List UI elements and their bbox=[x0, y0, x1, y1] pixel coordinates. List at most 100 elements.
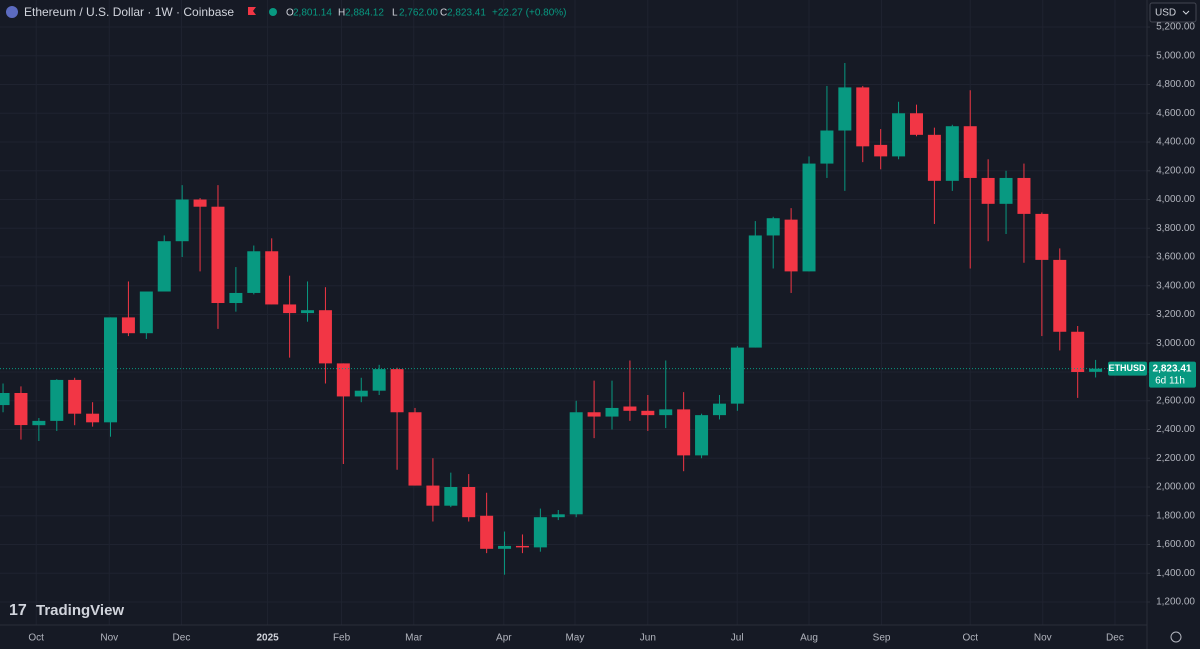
y-tick-label: 4,200.00 bbox=[1156, 165, 1195, 176]
candle-body bbox=[390, 369, 404, 413]
x-tick-label: Aug bbox=[800, 633, 818, 644]
candle-body bbox=[0, 392, 10, 406]
y-tick-label: 4,000.00 bbox=[1156, 194, 1195, 205]
candle-body bbox=[318, 310, 332, 364]
candle-body bbox=[533, 517, 547, 548]
ohlc-legend: O 2,801.14 H 2,884.12 L 2,762.00 C 2,823.41 bbox=[286, 8, 486, 19]
candle-body bbox=[748, 235, 762, 348]
candle-body bbox=[1017, 177, 1031, 214]
y-tick-label: 4,800.00 bbox=[1156, 79, 1195, 90]
ohlc-value: 2,823.41 bbox=[447, 8, 486, 19]
y-tick-label: 4,600.00 bbox=[1156, 108, 1195, 119]
candle-body bbox=[981, 177, 995, 204]
symbol-tag-label: ETHUSD bbox=[1108, 363, 1146, 373]
y-tick-label: 2,600.00 bbox=[1156, 395, 1195, 406]
candle-body bbox=[623, 406, 637, 411]
y-tick-label: 3,800.00 bbox=[1156, 223, 1195, 234]
candle-body bbox=[50, 379, 64, 421]
candle-body bbox=[336, 363, 350, 397]
candle-body bbox=[283, 304, 297, 314]
candle-body bbox=[677, 409, 691, 456]
candle-body bbox=[86, 413, 100, 423]
price-tag-label: 2,823.41 bbox=[1153, 363, 1192, 374]
candle-body bbox=[498, 545, 512, 549]
candle-body bbox=[121, 317, 135, 334]
x-tick-label: Sep bbox=[873, 633, 891, 644]
x-tick-label: Jun bbox=[640, 633, 656, 644]
candle-body bbox=[426, 485, 440, 506]
x-tick-label: Dec bbox=[1106, 633, 1124, 644]
candle-body bbox=[909, 113, 923, 135]
x-tick-label: Dec bbox=[173, 633, 191, 644]
candle-body bbox=[892, 113, 906, 157]
ohlc-key: O bbox=[286, 8, 294, 19]
candle-body bbox=[68, 379, 82, 414]
price-tag bbox=[1149, 361, 1196, 388]
y-tick-label: 1,600.00 bbox=[1156, 539, 1195, 550]
y-tick-label: 2,000.00 bbox=[1156, 482, 1195, 493]
candle-body bbox=[14, 392, 28, 426]
x-tick-label: Mar bbox=[405, 633, 423, 644]
candle-body bbox=[265, 251, 279, 305]
candle-body bbox=[480, 515, 494, 549]
countdown: 6d 11h bbox=[1155, 375, 1185, 386]
symbol-title: Ethereum / U.S. Dollar · 1W · Coinbase bbox=[24, 5, 234, 19]
brand: TradingView bbox=[36, 602, 124, 619]
market-status bbox=[269, 8, 277, 16]
candle-body bbox=[874, 144, 888, 157]
candle-body bbox=[945, 126, 959, 181]
y-tick-label: 1,400.00 bbox=[1156, 568, 1195, 579]
x-tick-label: Feb bbox=[333, 633, 351, 644]
candle-body bbox=[569, 412, 583, 515]
change: +22.27 (+0.80%) bbox=[492, 8, 567, 19]
ohlc-value: 2,762.00 bbox=[399, 8, 438, 19]
candle-body bbox=[1071, 331, 1085, 373]
candle-body bbox=[587, 412, 601, 417]
currency-button[interactable] bbox=[1149, 2, 1197, 23]
y-tick-label: 3,400.00 bbox=[1156, 280, 1195, 291]
candle-body bbox=[712, 403, 726, 416]
candle-body bbox=[139, 291, 153, 334]
symbol-icon bbox=[6, 6, 18, 18]
x-tick-label: Oct bbox=[28, 633, 44, 644]
y-tick-label: 5,000.00 bbox=[1156, 50, 1195, 61]
candle-body bbox=[784, 219, 798, 272]
currency[interactable]: USD bbox=[1155, 8, 1176, 19]
candle-body bbox=[408, 412, 422, 486]
y-tick-label: 1,800.00 bbox=[1156, 510, 1195, 521]
candle-body bbox=[193, 199, 207, 207]
y-tick-label: 5,200.00 bbox=[1156, 22, 1195, 33]
x-tick-label: Jul bbox=[731, 633, 744, 644]
brand-logo: 17 bbox=[9, 602, 27, 619]
candle-body bbox=[515, 545, 529, 548]
candles bbox=[0, 62, 1103, 575]
dropdown-icon bbox=[1182, 10, 1190, 15]
candle-body bbox=[551, 514, 565, 518]
y-tick-label: 4,400.00 bbox=[1156, 137, 1195, 148]
candle-body bbox=[32, 420, 46, 426]
candle-body bbox=[211, 206, 225, 304]
candle-body bbox=[247, 251, 261, 293]
y-tick-label: 3,000.00 bbox=[1156, 338, 1195, 349]
candle-body bbox=[766, 218, 780, 236]
flag-icon bbox=[248, 7, 256, 15]
y-tick-label: 2,400.00 bbox=[1156, 424, 1195, 435]
candle-body bbox=[999, 177, 1013, 204]
candle-body bbox=[927, 134, 941, 181]
ohlc-value: 2,801.14 bbox=[293, 8, 332, 19]
candle-body bbox=[730, 347, 744, 404]
candle-body bbox=[301, 310, 315, 314]
x-tick-label: Oct bbox=[962, 633, 978, 644]
grid bbox=[0, 0, 1147, 625]
candle-body bbox=[1089, 368, 1103, 372]
settings-icon[interactable] bbox=[1170, 631, 1182, 643]
symbol-tag bbox=[1108, 361, 1147, 376]
ohlc-key: H bbox=[338, 8, 345, 19]
y-tick-label: 1,200.00 bbox=[1156, 597, 1195, 608]
candle-body bbox=[963, 126, 977, 178]
candle-body bbox=[175, 199, 189, 242]
candle-body bbox=[641, 410, 655, 416]
